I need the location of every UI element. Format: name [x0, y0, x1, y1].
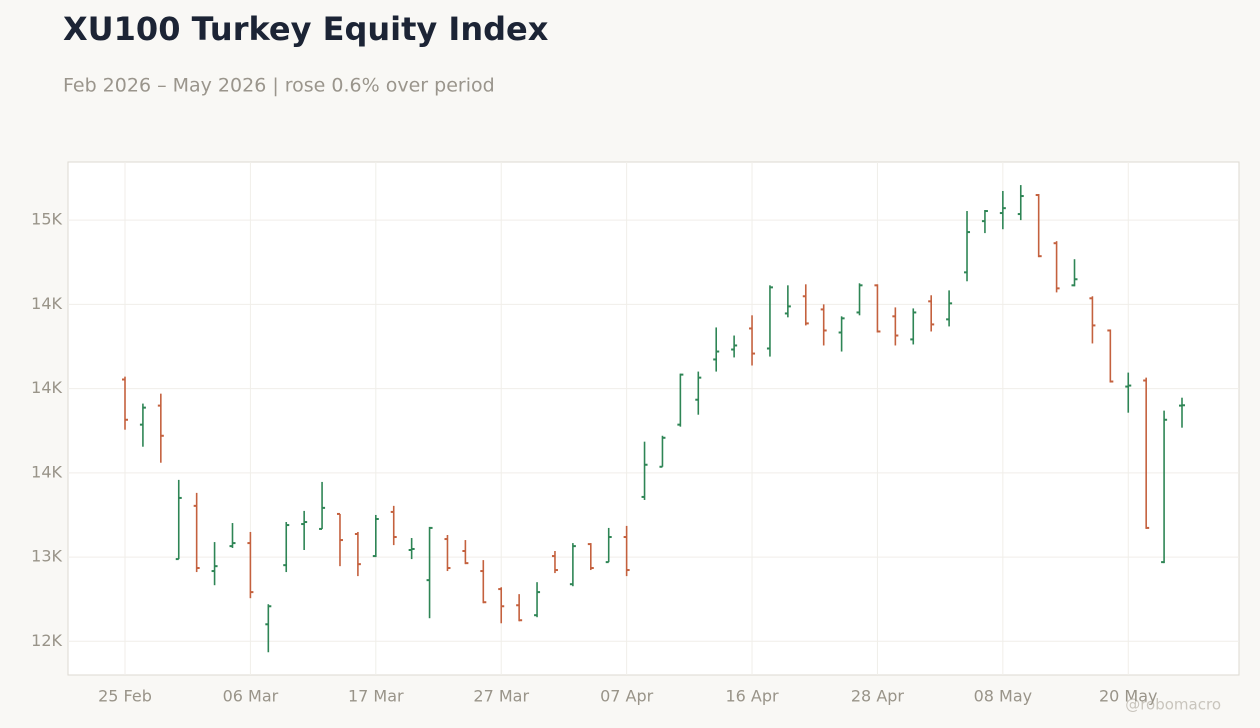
- x-tick-label: 06 Mar: [223, 687, 279, 706]
- y-tick-label: 14K: [31, 378, 62, 397]
- chart-title: XU100 Turkey Equity Index: [63, 10, 549, 48]
- x-tick-label: 28 Apr: [851, 687, 905, 706]
- x-tick-label: 27 Mar: [473, 687, 529, 706]
- x-tick-label: 20 May: [1099, 687, 1158, 706]
- chart-subtitle: Feb 2026 – May 2026 | rose 0.6% over per…: [63, 75, 495, 97]
- watermark: @robomacro: [1125, 696, 1221, 714]
- x-tick-label: 17 Mar: [348, 687, 404, 706]
- y-tick-label: 14K: [31, 462, 62, 481]
- y-tick-label: 13K: [31, 547, 62, 566]
- x-tick-label: 08 May: [974, 687, 1033, 706]
- y-tick-label: 14K: [31, 294, 62, 313]
- y-tick-label: 15K: [31, 210, 62, 229]
- y-tick-label: 12K: [31, 631, 62, 650]
- x-tick-label: 07 Apr: [600, 687, 654, 706]
- plot-area: [67, 161, 1240, 676]
- x-tick-label: 25 Feb: [98, 687, 152, 706]
- x-tick-label: 16 Apr: [725, 687, 779, 706]
